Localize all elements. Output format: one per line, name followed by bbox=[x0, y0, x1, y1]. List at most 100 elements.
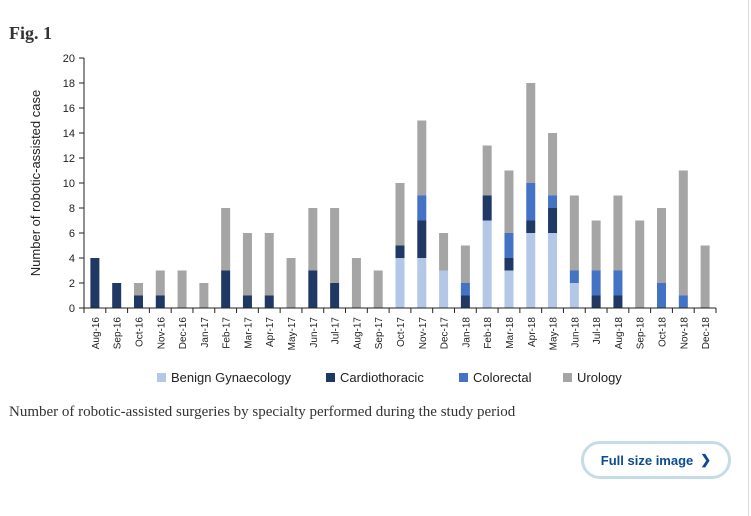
bar-segment-benign-gynaecology bbox=[417, 258, 427, 308]
x-tick-label: May-18 bbox=[549, 317, 560, 351]
frame-border bbox=[748, 0, 749, 516]
bar-segment-urology bbox=[635, 220, 645, 308]
x-tick-label: Feb-18 bbox=[483, 317, 494, 349]
x-tick-label: May-17 bbox=[287, 317, 298, 351]
bar-segment-benign-gynaecology bbox=[439, 270, 449, 308]
x-tick-label: Jul-18 bbox=[592, 317, 603, 345]
x-tick-label: Mar-17 bbox=[243, 317, 254, 349]
bar-segment-cardiothoracic bbox=[460, 295, 470, 308]
bar-segment-cardiothoracic bbox=[112, 283, 122, 308]
bar-segment-urology bbox=[569, 195, 579, 271]
bar-segment-urology bbox=[373, 270, 383, 308]
bars bbox=[90, 83, 710, 308]
bar-segment-cardiothoracic bbox=[308, 270, 318, 308]
y-axis-title: Number of robotic-assisted case bbox=[28, 90, 43, 276]
bar-segment-colorectal bbox=[591, 270, 601, 296]
bar-segment-urology bbox=[526, 83, 536, 183]
bar-segment-cardiothoracic bbox=[526, 220, 536, 233]
bar-segment-cardiothoracic bbox=[548, 208, 558, 233]
x-tick-label: Sep-18 bbox=[636, 317, 647, 350]
figure-label: Fig. 1 bbox=[9, 23, 52, 43]
bar-segment-benign-gynaecology bbox=[482, 220, 492, 308]
bar-segment-urology bbox=[460, 245, 470, 283]
y-tick-label: 10 bbox=[63, 178, 75, 190]
bar-segment-cardiothoracic bbox=[242, 295, 252, 308]
x-tick-label: Nov-18 bbox=[679, 317, 690, 350]
bar-segment-colorectal bbox=[657, 283, 667, 308]
bar-segment-cardiothoracic bbox=[395, 245, 405, 258]
bar-segment-cardiothoracic bbox=[330, 283, 340, 308]
x-tick-label: Jan-17 bbox=[200, 317, 211, 348]
bar-segment-benign-gynaecology bbox=[526, 233, 536, 308]
bar-segment-urology bbox=[417, 120, 427, 196]
bar-segment-urology bbox=[221, 208, 231, 271]
bar-segment-colorectal bbox=[569, 270, 579, 283]
bar-segment-urology bbox=[351, 258, 361, 308]
x-tick-label: Jan-18 bbox=[461, 317, 472, 348]
y-tick-label: 4 bbox=[69, 253, 75, 265]
legend-swatch-cardiothoracic bbox=[326, 373, 335, 382]
bar-segment-colorectal bbox=[548, 195, 558, 208]
x-tick-label: Dec-16 bbox=[178, 317, 189, 350]
x-tick-label: Jun-17 bbox=[309, 317, 320, 348]
y-tick-label: 2 bbox=[69, 278, 75, 290]
bar-segment-urology bbox=[548, 133, 558, 196]
bar-segment-urology bbox=[308, 208, 318, 271]
x-tick-label: Dec-18 bbox=[701, 317, 712, 350]
x-tick-label: Oct-16 bbox=[134, 317, 145, 347]
x-tick-label: Oct-17 bbox=[396, 317, 407, 347]
bar-segment-urology bbox=[613, 195, 623, 271]
bar-segment-cardiothoracic bbox=[591, 295, 601, 308]
bar-segment-cardiothoracic bbox=[221, 270, 231, 308]
x-tick-label: Oct-18 bbox=[658, 317, 669, 347]
full-size-image-button[interactable]: Full size image ❯ bbox=[581, 441, 731, 479]
x-tick-label: Aug-17 bbox=[352, 317, 363, 350]
bar-segment-cardiothoracic bbox=[504, 258, 514, 271]
y-tick-label: 8 bbox=[69, 203, 75, 215]
bar-segment-urology bbox=[504, 170, 514, 233]
bar-segment-urology bbox=[395, 183, 405, 246]
y-tick-label: 12 bbox=[63, 153, 75, 165]
axes bbox=[83, 58, 716, 309]
x-tick-label: Mar-18 bbox=[505, 317, 516, 349]
bar-segment-urology bbox=[264, 233, 274, 296]
x-tick-label: Nov-17 bbox=[418, 317, 429, 350]
bar-segment-urology bbox=[199, 283, 209, 308]
legend: Benign Gynaecology Cardiothoracic Colorect… bbox=[157, 370, 622, 385]
stacked-bar-chart: Number of robotic-assisted case 0 2 4 6 8 10 1… bbox=[28, 53, 717, 385]
bar-segment-urology bbox=[482, 145, 492, 196]
bar-segment-colorectal bbox=[504, 233, 514, 258]
bar-segment-cardiothoracic bbox=[417, 220, 427, 258]
legend-swatch-urology bbox=[563, 373, 572, 382]
x-tick-label: Dec-17 bbox=[440, 317, 451, 350]
x-tick-label: Sep-16 bbox=[113, 317, 124, 350]
x-tick-label: Jul-17 bbox=[331, 317, 342, 345]
bar-segment-colorectal bbox=[417, 195, 427, 221]
bar-segment-cardiothoracic bbox=[264, 295, 274, 308]
bar-segment-cardiothoracic bbox=[133, 295, 143, 308]
bar-segment-urology bbox=[133, 283, 143, 296]
x-tick-label: Feb-17 bbox=[222, 317, 233, 349]
x-tick-label: Apr-17 bbox=[265, 317, 276, 347]
x-axis-ticks: Aug-16 Sep-16 Oct-16 Nov-16 Dec-16 Jan-17 Feb-… bbox=[83, 308, 717, 351]
y-tick-label: 6 bbox=[69, 228, 75, 240]
bar-segment-urology bbox=[286, 258, 296, 308]
bar-segment-cardiothoracic bbox=[90, 258, 100, 308]
y-axis-title-text: Number of robotic-assisted case bbox=[28, 90, 43, 276]
legend-label-benign-gynaecology: Benign Gynaecology bbox=[171, 370, 291, 385]
x-tick-label: Apr-18 bbox=[527, 317, 538, 347]
bar-segment-benign-gynaecology bbox=[569, 283, 579, 308]
legend-swatch-colorectal bbox=[459, 373, 468, 382]
bar-segment-urology bbox=[678, 170, 688, 296]
bar-segment-colorectal bbox=[460, 283, 470, 296]
bar-segment-urology bbox=[700, 245, 710, 308]
y-tick-label: 0 bbox=[69, 303, 75, 315]
bar-segment-benign-gynaecology bbox=[504, 270, 514, 308]
x-tick-label: Aug-16 bbox=[91, 317, 102, 350]
bar-segment-colorectal bbox=[526, 183, 536, 221]
bar-segment-colorectal bbox=[678, 295, 688, 308]
y-tick-label: 14 bbox=[63, 128, 75, 140]
bar-segment-cardiothoracic bbox=[482, 195, 492, 221]
y-tick-label: 20 bbox=[63, 53, 75, 65]
bar-segment-colorectal bbox=[613, 270, 623, 296]
